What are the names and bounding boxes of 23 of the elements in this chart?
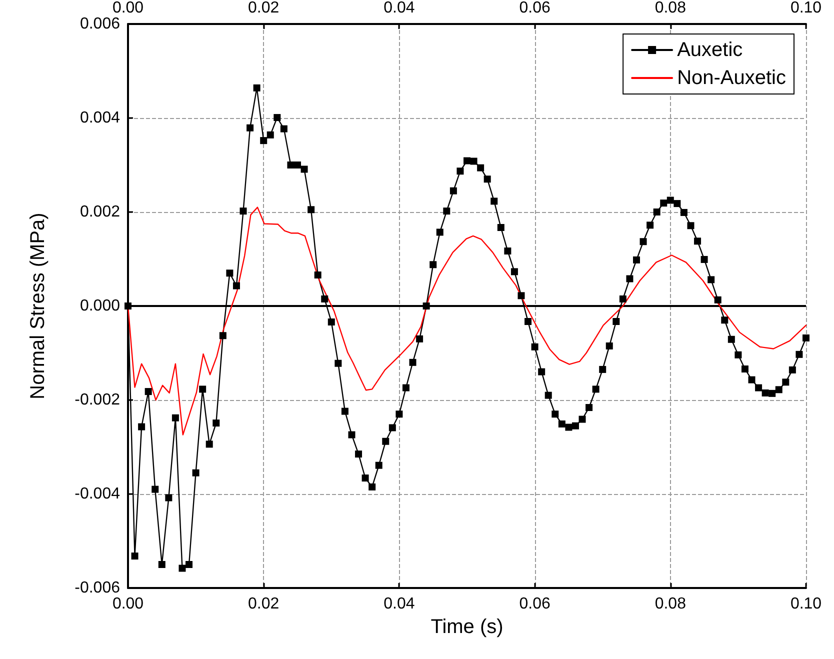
y-tick-label: 0.006 xyxy=(80,16,120,32)
x-tick-label: 0.00 xyxy=(112,596,144,612)
x2-tick-label: 0.00 xyxy=(112,0,144,16)
y-axis-title: Normal Stress (MPa) xyxy=(27,212,49,400)
x-tick-label: 0.06 xyxy=(519,596,550,612)
x-axis-title: Time (s) xyxy=(430,616,504,638)
y-tick-label: -0.002 xyxy=(74,392,120,408)
x2-tick-label: 0.10 xyxy=(790,0,822,16)
x2-tick-label: 0.06 xyxy=(519,0,550,16)
y-tick-label: 0.004 xyxy=(80,110,120,126)
x-tick-label: 0.10 xyxy=(790,596,822,612)
y-tick-label: -0.004 xyxy=(74,486,120,502)
x2-tick-label: 0.02 xyxy=(248,0,280,16)
y-tick-label: 0.000 xyxy=(80,298,120,314)
x2-tick-label: 0.08 xyxy=(654,0,686,16)
x-tick-label: 0.02 xyxy=(248,596,280,612)
y-tick-label: 0.002 xyxy=(80,204,120,220)
x-tick-label: 0.08 xyxy=(654,596,686,612)
x2-tick-label: 0.04 xyxy=(384,0,415,16)
legend-label: Non-Auxetic xyxy=(677,67,786,89)
legend-label: Auxetic xyxy=(677,39,743,61)
x-tick-label: 0.04 xyxy=(384,596,415,612)
y-tick-label: -0.006 xyxy=(74,580,120,596)
